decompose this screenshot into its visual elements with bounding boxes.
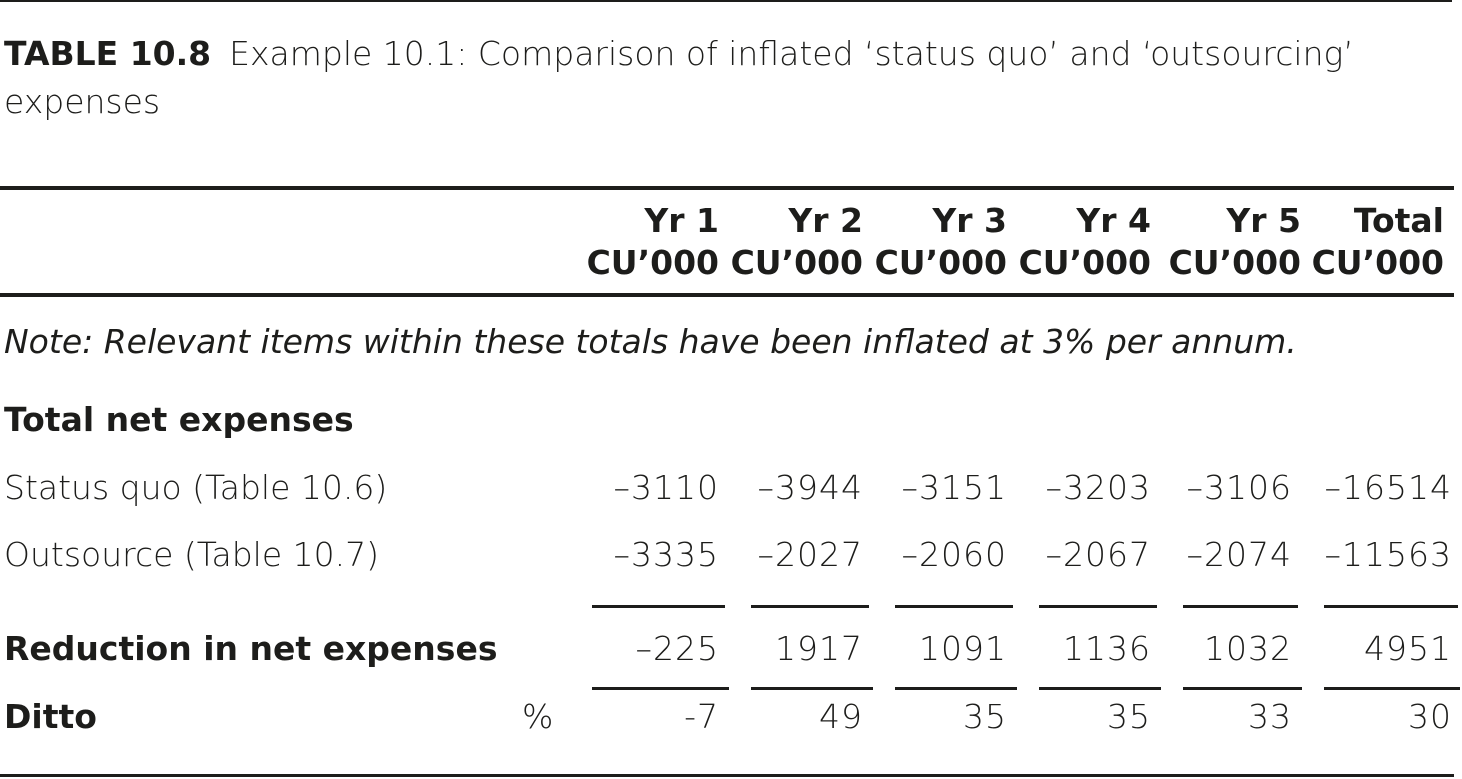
table-cell: 4951 — [1364, 629, 1452, 668]
table-cell: 33 — [1248, 697, 1292, 736]
column-header-unit: CU’000 — [586, 243, 719, 282]
table-title: Example 10.1: Comparison of inflated ‘st… — [4, 34, 1354, 121]
sum-rule — [1324, 687, 1460, 690]
column-header-total: Total CU’000 — [1312, 200, 1444, 284]
table-cell: 35 — [1107, 697, 1151, 736]
table-bottom-rule — [0, 774, 1454, 777]
table-cell: –3110 — [613, 468, 719, 507]
table-cell: –3106 — [1186, 468, 1292, 507]
column-header-label: Yr 2 — [788, 201, 863, 240]
sum-rule — [1183, 687, 1302, 690]
table-cell: 1032 — [1204, 629, 1292, 668]
row-label: Status quo (Table 10.6) — [4, 468, 388, 507]
column-header-unit: CU’000 — [730, 243, 863, 282]
table-cell: –2067 — [1045, 535, 1151, 574]
sum-rule — [895, 605, 1013, 608]
table-top-rule — [0, 0, 1452, 2]
table-cell: -7 — [684, 697, 719, 736]
sum-rule — [1039, 687, 1161, 690]
column-header-yr1: Yr 1 CU’000 — [587, 200, 719, 284]
sum-rule — [751, 687, 873, 690]
sum-rule — [592, 687, 729, 690]
sum-rule — [1039, 605, 1157, 608]
column-header-label: Total — [1353, 201, 1444, 240]
table-cell: –3944 — [757, 468, 863, 507]
column-header-label: Yr 1 — [644, 201, 719, 240]
sum-rule — [592, 605, 725, 608]
table-cell: 49 — [819, 697, 863, 736]
table-note: Note: Relevant items within these totals… — [4, 322, 1297, 361]
column-header-yr2: Yr 2 CU’000 — [731, 200, 863, 284]
column-header-label: Yr 3 — [932, 201, 1007, 240]
column-header-unit: CU’000 — [874, 243, 1007, 282]
sum-rule — [751, 605, 869, 608]
header-top-rule — [0, 186, 1454, 190]
row-unit: % — [522, 697, 554, 736]
table-cell: –16514 — [1324, 468, 1452, 507]
column-header-label: Yr 5 — [1226, 201, 1301, 240]
table-caption: TABLE 10.8 Example 10.1: Comparison of in… — [4, 30, 1404, 126]
column-header-yr5: Yr 5 CU’000 — [1169, 200, 1301, 284]
section-heading: Total net expenses — [4, 400, 354, 439]
table-cell: 1091 — [919, 629, 1007, 668]
table-number: TABLE 10.8 — [4, 34, 212, 73]
column-header-yr4: Yr 4 CU’000 — [1019, 200, 1151, 284]
table-cell: 1917 — [775, 629, 863, 668]
table-cell: –2027 — [757, 535, 863, 574]
table-cell: –11563 — [1324, 535, 1452, 574]
table-cell: 35 — [963, 697, 1007, 736]
column-header-unit: CU’000 — [1311, 243, 1444, 282]
column-header-label: Yr 4 — [1076, 201, 1151, 240]
row-label: Reduction in net expenses — [4, 629, 498, 668]
table-cell: –225 — [635, 629, 719, 668]
table-cell: 1136 — [1063, 629, 1151, 668]
table-cell: –2074 — [1186, 535, 1292, 574]
row-label: Outsource (Table 10.7) — [4, 535, 379, 574]
column-header-unit: CU’000 — [1168, 243, 1301, 282]
table-cell: –2060 — [901, 535, 1007, 574]
sum-rule — [1324, 605, 1458, 608]
sum-rule — [895, 687, 1017, 690]
row-label: Ditto — [4, 697, 97, 736]
table-cell: 30 — [1408, 697, 1452, 736]
table-cell: –3203 — [1045, 468, 1151, 507]
sum-rule — [1183, 605, 1298, 608]
table-cell: –3151 — [901, 468, 1007, 507]
table-cell: –3335 — [613, 535, 719, 574]
column-header-yr3: Yr 3 CU’000 — [875, 200, 1007, 284]
column-header-unit: CU’000 — [1018, 243, 1151, 282]
header-bottom-rule — [0, 293, 1454, 297]
